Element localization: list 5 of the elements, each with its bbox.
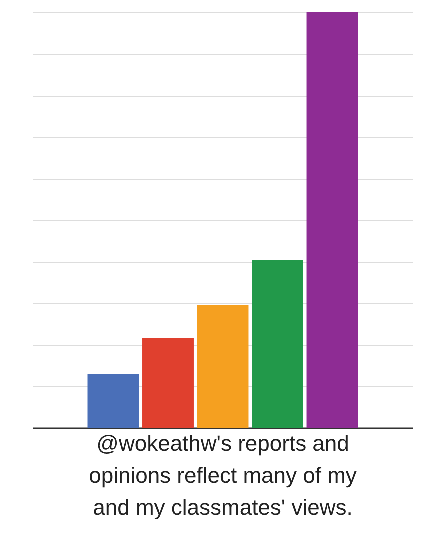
bar [142,338,194,428]
bar [197,305,249,428]
bar [88,374,140,428]
bar [252,260,304,428]
bar [306,12,358,428]
